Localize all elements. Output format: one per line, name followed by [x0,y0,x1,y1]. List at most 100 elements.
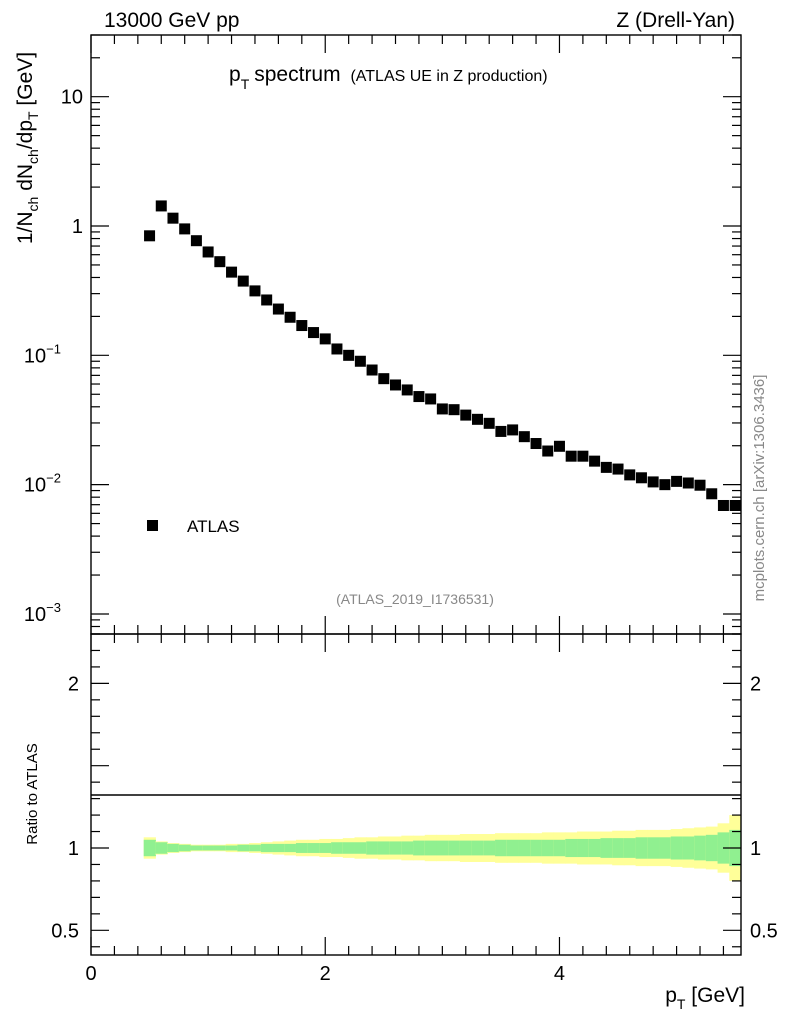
inner-band-bin [530,839,543,857]
data-point [471,413,483,425]
inner-band-bin [284,843,297,853]
inner-band-bin [518,839,531,857]
ratio-tick-label-left: 2 [68,673,79,695]
inner-band-bin [202,845,215,851]
inner-band-bin [647,837,660,859]
data-point [179,223,191,235]
inner-band-bin [389,841,402,855]
data-point [460,409,472,421]
data-point [366,364,378,376]
inner-band-bin [237,844,250,852]
data-point [249,285,261,297]
data-point [589,455,601,467]
inner-band-bin [705,834,719,862]
data-point [635,472,647,484]
title-suffix: spectrum [254,63,340,86]
inner-band-bin [249,844,262,852]
data-point [659,479,671,491]
legend-label: ATLAS [187,517,240,536]
ratio-x-ticks: 0 2 4 [85,634,725,985]
ratio-tick-label-right: 1 [750,838,761,860]
y-tick-label: 10−1 [24,341,61,367]
inner-band-bin [694,835,707,861]
energy-label: 13000 GeV pp [104,9,239,32]
y-tick-label: 10−2 [24,471,61,497]
data-point [272,303,284,315]
main-y-axis-label: 1/Nch dNch/dpT [GeV] [14,52,41,244]
inner-band-bin [260,843,274,853]
x-tick-label: 2 [320,963,331,985]
inner-band-bin [190,845,203,851]
inner-band-bin [225,845,238,851]
x-tick-label: 0 [85,963,96,985]
data-point [190,235,202,247]
data-point [354,355,366,367]
title-detail: (ATLAS UE in Z production) [350,68,547,85]
data-point [261,294,273,306]
data-point [495,425,507,437]
data-point [542,445,554,457]
data-point [390,379,402,391]
inner-band-bin [342,842,356,854]
y-tick-label: 1 [72,216,83,238]
inner-band-bin [506,839,519,857]
ratio-plot: 2 2 1 1 0.5 0.5 0 2 4 Ratio to ATLAS [24,633,778,985]
inner-band-bin [424,840,437,856]
data-point [518,431,530,443]
data-point [237,275,249,287]
data-point [296,320,308,332]
ratio-tick-label-left: 0.5 [51,920,79,942]
data-point [436,403,448,415]
data-point [214,256,226,268]
inner-band-bin [659,837,672,859]
ratio-tick-label-left: 1 [68,838,79,860]
data-point [425,393,437,405]
inner-band-bin [682,836,695,860]
data-point [553,440,565,452]
inner-band-bin [600,838,613,858]
data-point [448,404,460,416]
inner-band-bin [167,843,180,853]
x-axis-label: pT [GeV] [665,984,745,1012]
data-point [319,333,331,345]
inner-band-bin [319,843,332,853]
data-point [308,327,320,339]
ratio-plot-frame [90,633,742,956]
reference-label: (ATLAS_2019_I1736531) [336,591,494,607]
main-plot: 10 1 10−1 10−2 10−3 pT spectrum (ATLAS UE in … [14,34,742,635]
data-point [624,469,636,481]
inner-band-bin [401,841,414,855]
data-point [671,475,683,487]
data-point [331,343,343,355]
data-point [343,349,355,361]
inner-band-bin [413,840,426,856]
ratio-tick-label-right: 2 [750,673,761,695]
main-y-ticks: 10 1 10−1 10−2 10−3 [24,34,741,635]
inner-band-bin [448,840,461,856]
x-tick-label: 4 [554,963,565,985]
y-tick-label: 10−3 [24,600,61,626]
data-point [401,384,413,396]
data-point [167,212,179,224]
inner-band-bin [213,845,227,851]
inner-band-bin [459,840,473,856]
inner-band-bin [635,837,648,859]
data-point [202,246,214,258]
data-point [717,499,729,511]
data-point [144,230,156,242]
inner-band-bin [377,841,391,855]
ratio-uncertainty-bands [143,815,742,881]
main-plot-frame [90,34,742,635]
data-point [565,450,577,462]
process-label: Z (Drell-Yan) [616,9,735,32]
data-point [612,463,624,475]
inner-band-bin [588,838,601,858]
inner-band-bin [366,841,379,855]
inner-band-bin [541,839,555,857]
data-point [378,373,390,385]
main-x-ticks [90,35,725,634]
data-point [530,438,542,450]
inner-band-bin [623,838,637,858]
inner-band-bin [483,840,496,856]
